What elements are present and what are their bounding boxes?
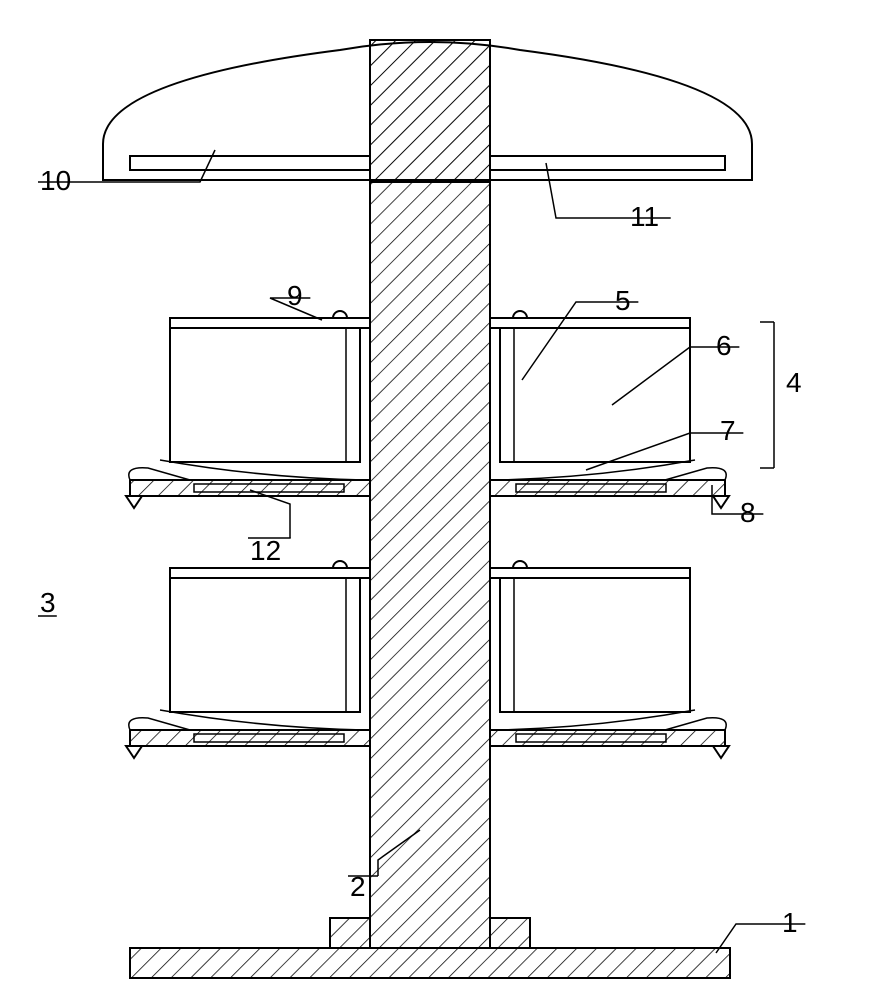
label-7-text: 7 xyxy=(720,415,736,446)
shelf-drip xyxy=(713,746,729,758)
box-rim xyxy=(490,318,690,328)
shelf xyxy=(490,480,725,496)
shelf-lip xyxy=(129,468,190,480)
shelf-lip xyxy=(665,468,726,480)
shelf xyxy=(130,480,370,496)
label-9: 9 xyxy=(270,280,322,320)
shelf-drip xyxy=(126,746,142,758)
label-3-text: 3 xyxy=(40,587,56,618)
foot-left xyxy=(330,918,370,948)
label-11-text: 11 xyxy=(630,201,659,232)
box-rim xyxy=(490,568,690,578)
shelf-lip xyxy=(129,718,190,730)
shelf-drip xyxy=(713,496,729,508)
label-12-text: 12 xyxy=(250,535,281,566)
box-body xyxy=(170,578,360,712)
box-rim xyxy=(170,568,370,578)
label-3: 3 xyxy=(38,587,57,618)
canopy-strip-left xyxy=(130,156,370,170)
label-4-text: 4 xyxy=(786,367,802,398)
label-10-text: 10 xyxy=(40,165,71,196)
shelf-drip xyxy=(126,496,142,508)
shelf xyxy=(130,730,370,746)
box-knob xyxy=(513,311,527,318)
label-8-text: 8 xyxy=(740,497,756,528)
base-slab xyxy=(130,948,730,978)
label-9-text: 9 xyxy=(287,280,303,311)
label-11: 11 xyxy=(546,163,671,232)
canopy-strip-right xyxy=(490,156,725,170)
box-knob xyxy=(333,311,347,318)
box-body xyxy=(170,328,360,462)
box-body xyxy=(500,578,690,712)
box-body xyxy=(500,328,690,462)
column-through-cap xyxy=(370,40,490,182)
label-6-text: 6 xyxy=(716,330,732,361)
label-12: 12 xyxy=(248,490,291,566)
foot-right xyxy=(490,918,530,948)
label-4: 4 xyxy=(760,322,802,468)
label-1: 1 xyxy=(716,907,805,953)
label-5: 5 xyxy=(522,285,638,380)
label-1-text: 1 xyxy=(782,907,798,938)
box-knob xyxy=(333,561,347,568)
label-5-text: 5 xyxy=(615,285,631,316)
label-6: 6 xyxy=(612,330,739,405)
box-rim xyxy=(170,318,370,328)
box-knob xyxy=(513,561,527,568)
shelf-lip xyxy=(665,718,726,730)
shelf xyxy=(490,730,725,746)
